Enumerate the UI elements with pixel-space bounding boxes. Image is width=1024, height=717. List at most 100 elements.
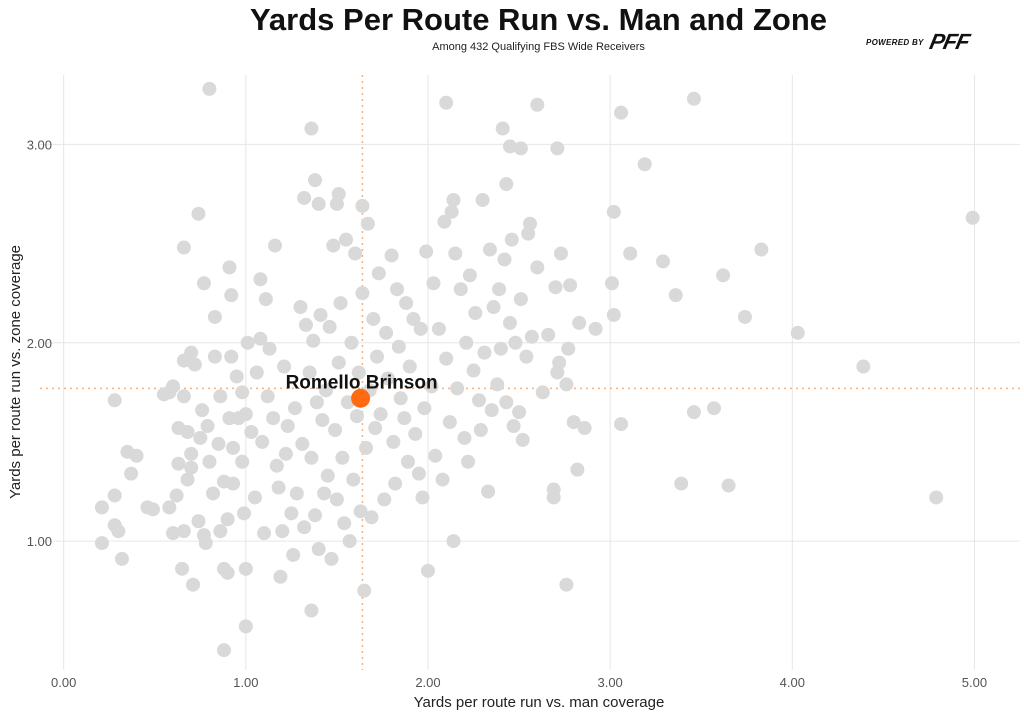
- data-point: [193, 430, 208, 445]
- y-tick-label: 3.00: [27, 137, 52, 152]
- data-point: [220, 512, 235, 527]
- data-point: [457, 430, 472, 445]
- data-point: [351, 365, 366, 380]
- data-point: [238, 407, 253, 422]
- data-point: [604, 276, 619, 291]
- data-point: [247, 490, 262, 505]
- highlight-label: Romello Brinson: [286, 372, 438, 393]
- data-point: [577, 421, 592, 436]
- data-point: [721, 478, 736, 493]
- data-point: [111, 524, 126, 539]
- data-point: [355, 286, 370, 301]
- data-point: [408, 426, 423, 441]
- data-point: [211, 436, 226, 451]
- data-point: [462, 268, 477, 283]
- data-point: [297, 520, 312, 535]
- data-point: [253, 272, 268, 287]
- data-point: [202, 81, 217, 96]
- data-point: [114, 551, 129, 566]
- data-point: [453, 282, 468, 297]
- data-point: [202, 454, 217, 469]
- data-point: [415, 490, 430, 505]
- data-point: [588, 321, 603, 336]
- data-point: [315, 413, 330, 428]
- data-point: [379, 325, 394, 340]
- data-point: [224, 349, 239, 364]
- data-point: [508, 335, 523, 350]
- data-point: [196, 276, 211, 291]
- data-point: [267, 238, 282, 253]
- data-point: [266, 411, 281, 426]
- data-point: [124, 466, 139, 481]
- data-point: [439, 95, 454, 110]
- data-point: [165, 526, 180, 541]
- data-point: [184, 460, 199, 475]
- data-point: [318, 383, 333, 398]
- data-point: [278, 446, 293, 461]
- data-point: [353, 504, 368, 519]
- highlight-point: [351, 388, 371, 408]
- data-point: [530, 97, 545, 112]
- y-axis-title: Yards per route run vs. zone coverage: [7, 245, 24, 499]
- data-point: [273, 569, 288, 584]
- data-point: [495, 121, 510, 136]
- x-tick-label: 1.00: [233, 675, 258, 690]
- data-point: [548, 280, 563, 295]
- pff-logo: POWERED BY PFF: [866, 29, 971, 55]
- data-point: [311, 542, 326, 557]
- data-point: [289, 486, 304, 501]
- data-point: [280, 419, 295, 434]
- data-point: [484, 403, 499, 418]
- data-point: [213, 524, 228, 539]
- data-point: [384, 248, 399, 263]
- data-point: [344, 335, 359, 350]
- grid: [40, 75, 1020, 670]
- data-point: [377, 492, 392, 507]
- data-point: [369, 349, 384, 364]
- data-point: [566, 415, 581, 430]
- data-point: [328, 423, 343, 438]
- data-point: [187, 357, 202, 372]
- data-point: [198, 536, 213, 551]
- data-point: [355, 198, 370, 213]
- data-point: [493, 341, 508, 356]
- data-point: [304, 121, 319, 136]
- data-point: [606, 204, 621, 219]
- data-point: [176, 240, 191, 255]
- data-point: [490, 377, 505, 392]
- y-tick-label: 2.00: [27, 336, 52, 351]
- data-point: [519, 349, 534, 364]
- data-point: [253, 331, 268, 346]
- data-point: [411, 466, 426, 481]
- data-point: [333, 296, 348, 311]
- data-point: [561, 341, 576, 356]
- y-tick-label: 1.00: [27, 534, 52, 549]
- data-point: [614, 105, 629, 120]
- reference-lines: [40, 75, 1020, 670]
- data-point: [856, 359, 871, 374]
- data-point: [541, 327, 556, 342]
- data-point: [366, 311, 381, 326]
- data-point: [348, 246, 363, 261]
- data-point: [288, 401, 303, 416]
- data-point: [269, 458, 284, 473]
- data-point: [331, 187, 346, 201]
- data-point: [929, 490, 944, 505]
- data-point: [461, 454, 476, 469]
- data-point: [335, 450, 350, 465]
- data-point: [553, 246, 568, 261]
- data-point: [271, 480, 286, 495]
- data-point: [559, 577, 574, 592]
- data-point: [286, 547, 301, 562]
- data-point: [754, 242, 769, 257]
- data-point: [186, 577, 201, 592]
- data-point: [191, 206, 206, 221]
- data-point: [506, 419, 521, 434]
- data-point: [237, 506, 252, 521]
- data-point: [466, 363, 481, 378]
- data-point: [94, 536, 109, 551]
- data-point: [530, 260, 545, 275]
- data-point: [393, 391, 408, 406]
- data-point: [311, 196, 326, 211]
